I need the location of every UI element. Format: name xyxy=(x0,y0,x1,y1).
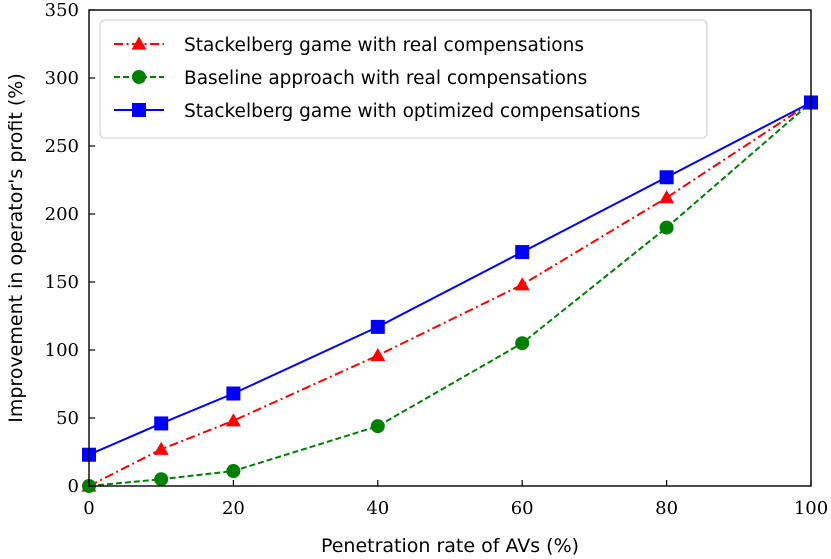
data-point xyxy=(370,319,385,334)
data-point xyxy=(226,464,241,479)
x-tick-label: 20 xyxy=(222,498,245,519)
y-tick-label: 150 xyxy=(45,272,79,293)
data-point xyxy=(659,170,674,185)
legend-box xyxy=(99,19,708,139)
data-point xyxy=(225,413,241,427)
x-axis-title: Penetration rate of AVs (%) xyxy=(321,535,579,557)
series-layer xyxy=(81,94,819,493)
x-tick-label: 0 xyxy=(83,498,94,519)
axes-layer: 0 20 40 60 80 100 0 50 100 150 200 250 300 350 xyxy=(45,0,829,519)
data-point xyxy=(226,386,241,401)
y-tick-label: 250 xyxy=(45,136,79,157)
data-point xyxy=(154,472,169,487)
legend: Stackelberg game with real compensations… xyxy=(99,19,708,139)
y-tick-label: 300 xyxy=(45,68,79,89)
y-tick-label: 350 xyxy=(45,0,79,21)
data-point xyxy=(515,245,530,260)
y-tick-label: 200 xyxy=(45,204,79,225)
plot-frame xyxy=(88,9,812,487)
data-point xyxy=(515,336,530,351)
data-point xyxy=(659,220,674,235)
legend-marker xyxy=(132,103,146,117)
legend-label: Stackelberg game with real compensations xyxy=(184,35,584,56)
legend-marker xyxy=(131,36,147,50)
x-tick-label: 60 xyxy=(511,498,534,519)
x-tick-label: 100 xyxy=(794,498,828,519)
y-tick-label: 100 xyxy=(45,340,79,361)
data-point xyxy=(659,190,675,204)
y-tick-label: 50 xyxy=(56,408,79,429)
data-point xyxy=(154,416,169,431)
legend-entry: Stackelberg game with optimized compensa… xyxy=(114,101,640,122)
data-point xyxy=(370,347,386,362)
y-axis-title: Improvement in operator's profit (%) xyxy=(5,73,27,423)
legend-entry: Baseline approach with real compensation… xyxy=(114,68,587,89)
data-point xyxy=(153,441,169,455)
x-tick-label: 80 xyxy=(655,498,678,519)
x-tick-label: 40 xyxy=(366,498,389,519)
data-point xyxy=(370,419,385,434)
legend-label: Stackelberg game with optimized compensa… xyxy=(184,101,640,122)
legend-marker xyxy=(132,70,146,84)
legend-label: Baseline approach with real compensation… xyxy=(184,68,587,89)
y-tick-label: 0 xyxy=(68,476,79,497)
data-point xyxy=(514,277,530,291)
legend-entry: Stackelberg game with real compensations xyxy=(114,35,584,56)
